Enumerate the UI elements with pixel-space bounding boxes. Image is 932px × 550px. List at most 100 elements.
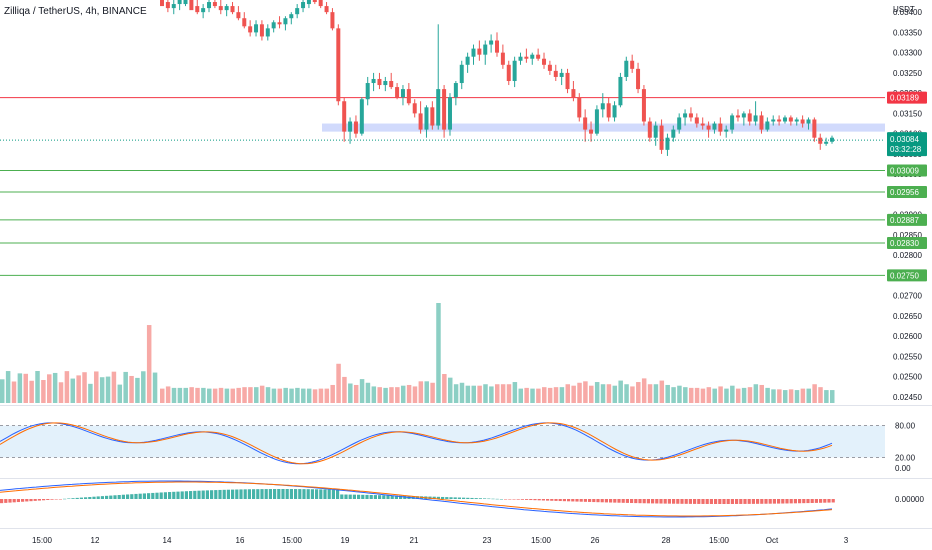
volume-bar: [653, 384, 659, 403]
macd-histogram-bar: [676, 499, 680, 504]
candle-body: [777, 119, 782, 122]
candle-body: [254, 24, 259, 33]
macd-histogram-bar: [571, 499, 575, 502]
time-tick-label: 19: [341, 536, 350, 545]
volume-bar: [312, 389, 318, 403]
time-tick-label: Oct: [766, 536, 779, 545]
volume-bar: [442, 374, 447, 403]
candle-body: [694, 117, 699, 124]
candle-body: [395, 87, 400, 98]
volume-bar: [99, 377, 105, 403]
candle-body: [688, 113, 693, 118]
macd-histogram-bar: [256, 489, 260, 499]
volume-bar: [606, 384, 612, 403]
macd-histogram-bar: [789, 499, 793, 504]
macd-histogram-bar: [491, 498, 495, 500]
macd-histogram-bar: [130, 494, 134, 499]
macd-histogram-bar: [495, 498, 499, 500]
volume-bar: [706, 387, 712, 403]
volume-bar: [430, 382, 435, 403]
macd-histogram-bar: [756, 499, 760, 504]
volume-bar: [688, 387, 694, 403]
macd-histogram-bar: [21, 499, 25, 502]
volume-bar: [600, 384, 606, 403]
candle-body: [741, 113, 746, 118]
candle-body: [389, 81, 394, 88]
volume-bar: [782, 390, 788, 403]
volume-bar: [324, 388, 330, 403]
candle-body: [641, 89, 646, 122]
volume-bar: [412, 386, 418, 403]
volume-bar: [318, 388, 324, 403]
volume-bar: [11, 381, 17, 403]
candle-body: [724, 129, 729, 132]
volume-bar: [76, 375, 81, 403]
macd-histogram-bar: [399, 495, 403, 499]
macd-histogram-bar: [151, 492, 155, 499]
candle-body: [189, 0, 194, 11]
volume-bar: [224, 388, 230, 403]
macd-histogram-bar: [739, 499, 743, 504]
candle-body: [265, 28, 270, 37]
volume-bar: [201, 387, 206, 403]
resistance-tag-bg: [887, 91, 927, 104]
volume-bar: [577, 382, 582, 403]
volume-bar: [418, 381, 424, 403]
macd-histogram-bar: [176, 491, 180, 499]
time-tick-label: 28: [662, 536, 671, 545]
volume-bar: [248, 387, 253, 403]
volume-bar: [383, 387, 388, 403]
macd-histogram-bar: [831, 499, 835, 503]
macd-histogram-bar: [8, 499, 12, 503]
support-tag-bg: [887, 269, 927, 282]
macd-histogram-bar: [714, 499, 718, 504]
candle-body: [665, 137, 670, 150]
candle-body: [542, 58, 547, 65]
volume-bar: [506, 384, 512, 403]
volume-bar: [41, 379, 46, 403]
support-tag-bg: [887, 237, 927, 249]
volume-bar: [377, 387, 382, 403]
candle-body: [735, 115, 740, 118]
countdown-tag: 03:32:28: [890, 145, 922, 154]
macd-histogram-bar: [781, 499, 785, 504]
price-tick-label: 0.02650: [893, 312, 922, 321]
macd-histogram-bar: [147, 493, 151, 499]
stoch-d-line: [0, 422, 833, 465]
candle-body: [818, 137, 823, 144]
volume-bar: [571, 385, 576, 403]
volume-bar: [242, 387, 247, 403]
candle-body: [330, 12, 335, 29]
candle-body: [365, 83, 370, 100]
macd-histogram-bar: [693, 499, 697, 504]
volume-bar: [88, 383, 93, 403]
time-tick-label: 16: [236, 536, 245, 545]
candle-body: [218, 6, 223, 11]
volume-bar: [160, 388, 165, 403]
candle-body: [700, 123, 705, 126]
price-tick-label: 0.03300: [893, 49, 922, 58]
macd-histogram-bar: [462, 497, 466, 499]
candle-body: [583, 117, 588, 130]
candle-body: [636, 68, 641, 90]
volume-bar: [23, 373, 29, 403]
macd-histogram-bar: [722, 499, 726, 504]
macd-histogram-bar: [134, 493, 138, 499]
macd-histogram-bar: [583, 499, 587, 502]
macd-histogram-bar: [508, 499, 512, 500]
price-tick-label: 0.03150: [893, 109, 922, 118]
candle-body: [301, 2, 306, 9]
macd-histogram-bar: [625, 499, 629, 503]
volume-bar: [306, 388, 312, 403]
candle-body: [171, 4, 176, 9]
macd-histogram-bar: [806, 499, 810, 504]
volume-bar: [289, 388, 294, 403]
candle-body: [606, 103, 611, 118]
macd-histogram-bar: [751, 499, 755, 504]
macd-histogram-bar: [504, 499, 508, 500]
volume-bar: [824, 390, 829, 403]
candle-body: [377, 78, 382, 86]
macd-histogram-bar: [84, 497, 88, 499]
macd-histogram-bar: [823, 499, 827, 503]
candle-body: [489, 40, 494, 45]
